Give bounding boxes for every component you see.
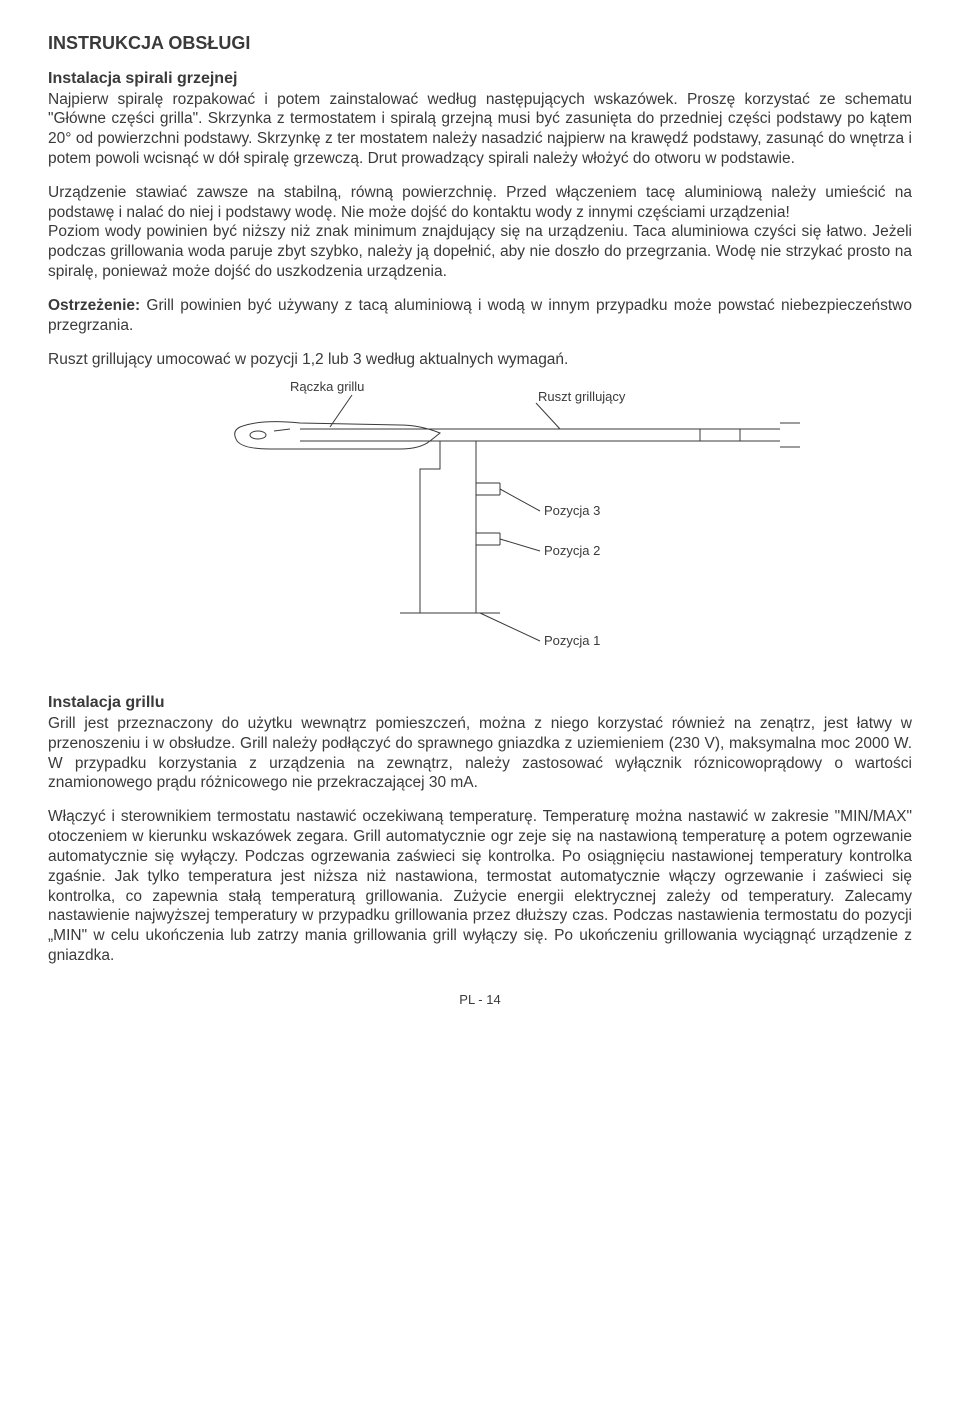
- diagram-handle-label: Rączka grillu: [290, 379, 364, 396]
- page-footer: PL - 14: [48, 992, 912, 1009]
- section2-p2: Włączyć i sterownikiem termostatu nastaw…: [48, 807, 912, 966]
- diagram-pos2-label: Pozycja 2: [544, 543, 600, 560]
- warning-label: Ostrzeżenie:: [48, 297, 140, 314]
- section1-p1: Najpierw spiralę rozpakować i potem zain…: [48, 90, 912, 169]
- grill-diagram-svg: [140, 383, 820, 683]
- rack-instruction: Ruszt grillujący umocować w pozycji 1,2 …: [48, 350, 912, 370]
- section1-title: Instalacja spirali grzejnej: [48, 69, 912, 89]
- warning-paragraph: Ostrzeżenie: Grill powinien być używany …: [48, 296, 912, 336]
- diagram-pos3-label: Pozycja 3: [544, 503, 600, 520]
- section2-title: Instalacja grillu: [48, 693, 912, 713]
- page-title: INSTRUKCJA OBSŁUGI: [48, 32, 912, 55]
- section1-p3: Poziom wody powinien być niższy niż znak…: [48, 222, 912, 281]
- section2-p1: Grill jest przeznaczony do użytku wewnąt…: [48, 714, 912, 793]
- section1-p2: Urządzenie stawiać zawsze na stabilną, r…: [48, 183, 912, 223]
- diagram-pos1-label: Pozycja 1: [544, 633, 600, 650]
- grill-diagram: Rączka grillu Ruszt grillujący Pozycja 3…: [140, 383, 820, 683]
- warning-text: Grill powinien być używany z tacą alumin…: [48, 297, 912, 334]
- diagram-rack-label: Ruszt grillujący: [538, 389, 625, 406]
